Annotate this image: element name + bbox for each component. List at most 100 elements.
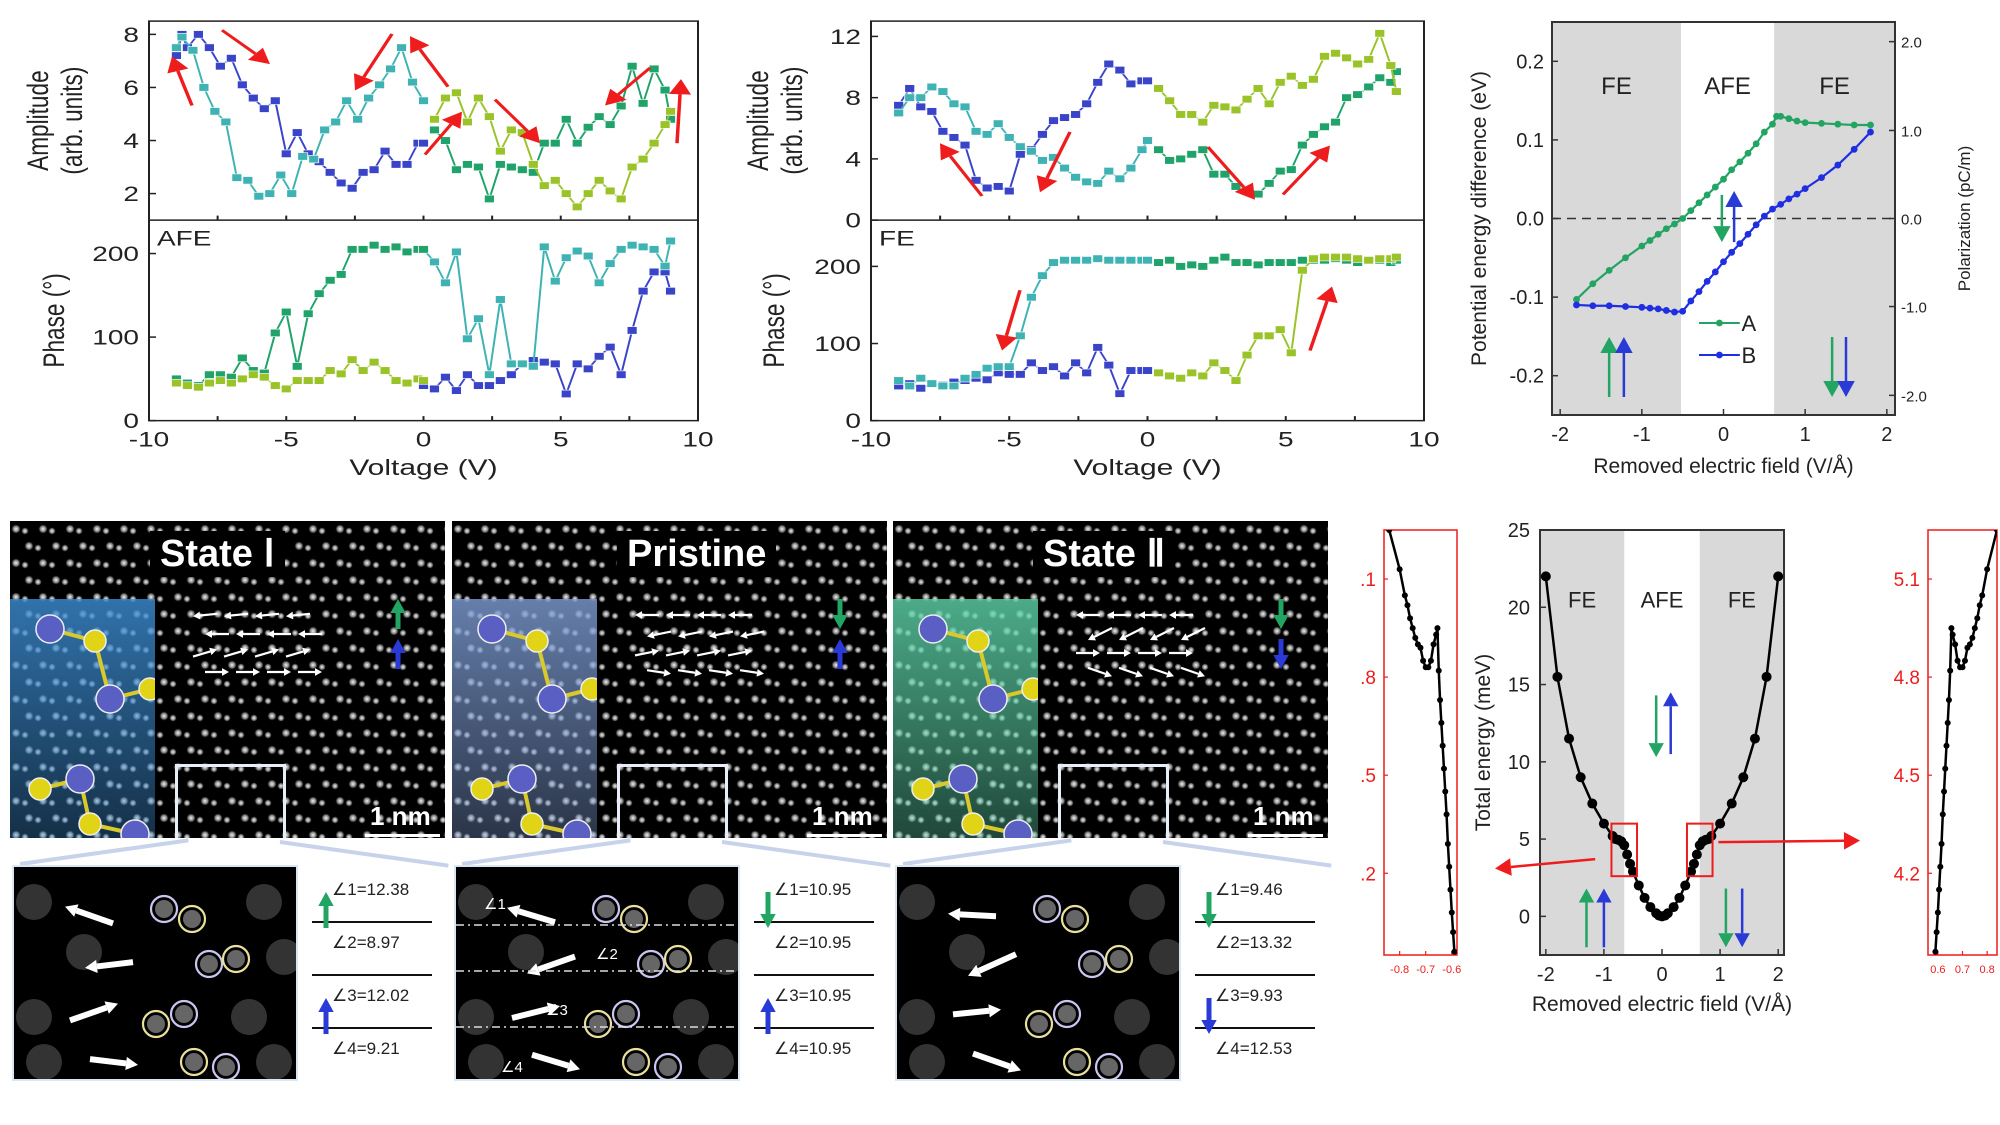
data-point — [1263, 331, 1275, 340]
data-point — [390, 160, 402, 169]
data-point — [193, 30, 204, 39]
data-point — [582, 251, 594, 261]
data-point — [258, 104, 270, 113]
data-point — [1048, 116, 1059, 125]
inset-data-point — [1447, 886, 1454, 893]
dipole-arrow — [708, 668, 733, 677]
inset-image: ∠1 ∠2 ∠3 ∠4 — [456, 884, 738, 1079]
data-point — [1622, 849, 1633, 860]
data-point — [269, 96, 281, 105]
x-tick-label: 0 — [1656, 964, 1667, 986]
indium-atom — [948, 764, 978, 794]
atom-blob — [1058, 1005, 1076, 1023]
data-point — [1230, 105, 1242, 114]
inset-data-point — [1942, 765, 1949, 772]
data-point — [280, 307, 292, 317]
atom-blob — [589, 1015, 607, 1033]
polarization-up-arrow — [1725, 190, 1743, 243]
y-tick-label: 100 — [92, 327, 139, 350]
inset-data-point — [1944, 719, 1951, 726]
data-point — [1197, 118, 1209, 127]
data-point — [214, 62, 226, 71]
data-point — [1186, 150, 1198, 159]
data-point — [231, 173, 243, 182]
data-point — [1285, 72, 1297, 81]
data-point — [560, 189, 572, 198]
data-point — [1142, 76, 1153, 85]
data-point — [1197, 371, 1209, 380]
data-point — [494, 376, 506, 385]
atom-blob — [909, 1044, 945, 1079]
atom-blob — [200, 955, 218, 973]
inset-data-point — [1420, 657, 1427, 664]
region-shade — [1540, 530, 1625, 955]
data-point — [385, 64, 396, 73]
data-point — [1186, 110, 1198, 119]
y-tick-label: 0 — [845, 410, 861, 433]
data-point — [1633, 880, 1644, 891]
angle-value: ∠2=8.97 — [332, 933, 400, 952]
atom-blob — [217, 1058, 235, 1076]
inset-data-point — [1437, 697, 1444, 703]
dipole-arrow — [69, 1001, 118, 1024]
data-point — [593, 176, 605, 185]
selenium-atom-marker — [221, 944, 251, 974]
data-point — [1352, 254, 1364, 263]
data-point — [665, 236, 676, 246]
red-sweep-arrow — [1308, 286, 1338, 351]
atom-blob — [1129, 884, 1165, 920]
zoom-inset-right: 4.2 4.5 4.8 5.1 0.6 0.7 0.8 — [1894, 529, 1998, 976]
data-point — [335, 369, 347, 378]
dipole-arrow — [1119, 627, 1144, 641]
y-tick-label: 6 — [123, 77, 139, 100]
zoom-inset-left: 4.2 4.5 4.8 5.1 -0.8 -0.7 -0.6 — [1360, 529, 1461, 976]
data-point — [665, 107, 676, 116]
y-right-tick-label: 0.0 — [1901, 212, 1922, 229]
data-point — [1037, 366, 1048, 375]
data-point — [368, 241, 380, 250]
angle-value: ∠2=13.32 — [1215, 933, 1293, 952]
data-point — [472, 162, 484, 172]
red-sweep-arrow — [423, 111, 462, 156]
dipole-arrow — [236, 630, 260, 638]
scale-bar-label: 1 nm — [812, 801, 873, 831]
region-label: FE — [1728, 587, 1756, 612]
x-tick-label: 2 — [1881, 424, 1892, 446]
data-point — [626, 162, 638, 172]
data-point — [1341, 253, 1352, 262]
data-point — [981, 183, 993, 193]
data-point — [379, 366, 391, 375]
data-point — [247, 93, 259, 103]
selenium-atom — [961, 812, 985, 836]
data-point — [1014, 142, 1026, 151]
dipole-arrow — [1107, 649, 1131, 657]
atom-blob — [899, 999, 935, 1035]
potential-energy-chart: FE AFE FE -0.2 -0.1 0.0 0.1 0.2 -2.0 -1.0 0.0 1.0 2.… — [1468, 21, 1974, 478]
data-point — [472, 381, 484, 390]
data-point — [1363, 55, 1375, 64]
data-point — [291, 128, 303, 137]
indium-atom-marker — [169, 999, 199, 1029]
dipole-arrow — [298, 668, 322, 676]
dipole-arrow — [224, 611, 249, 620]
data-point — [1125, 366, 1137, 375]
data-point — [440, 93, 451, 103]
indium-atom-marker — [636, 949, 666, 979]
data-point — [258, 373, 270, 382]
dipole-arrow — [1169, 649, 1193, 657]
polarization-up-arrow — [1600, 337, 1618, 397]
data-point — [1793, 190, 1801, 198]
data-point — [915, 384, 927, 393]
inset-data-point — [1451, 948, 1457, 955]
x-tick-label: 5 — [553, 428, 569, 451]
layer-divider — [312, 921, 432, 923]
atom-blob — [26, 1044, 62, 1079]
data-point — [926, 379, 938, 388]
data-point — [324, 168, 336, 177]
atom-blob — [1139, 1044, 1175, 1079]
data-point — [1752, 221, 1760, 229]
data-point — [1646, 304, 1654, 312]
data-point — [203, 378, 215, 388]
data-point — [1114, 256, 1126, 265]
red-sweep-arrow — [1206, 146, 1255, 200]
